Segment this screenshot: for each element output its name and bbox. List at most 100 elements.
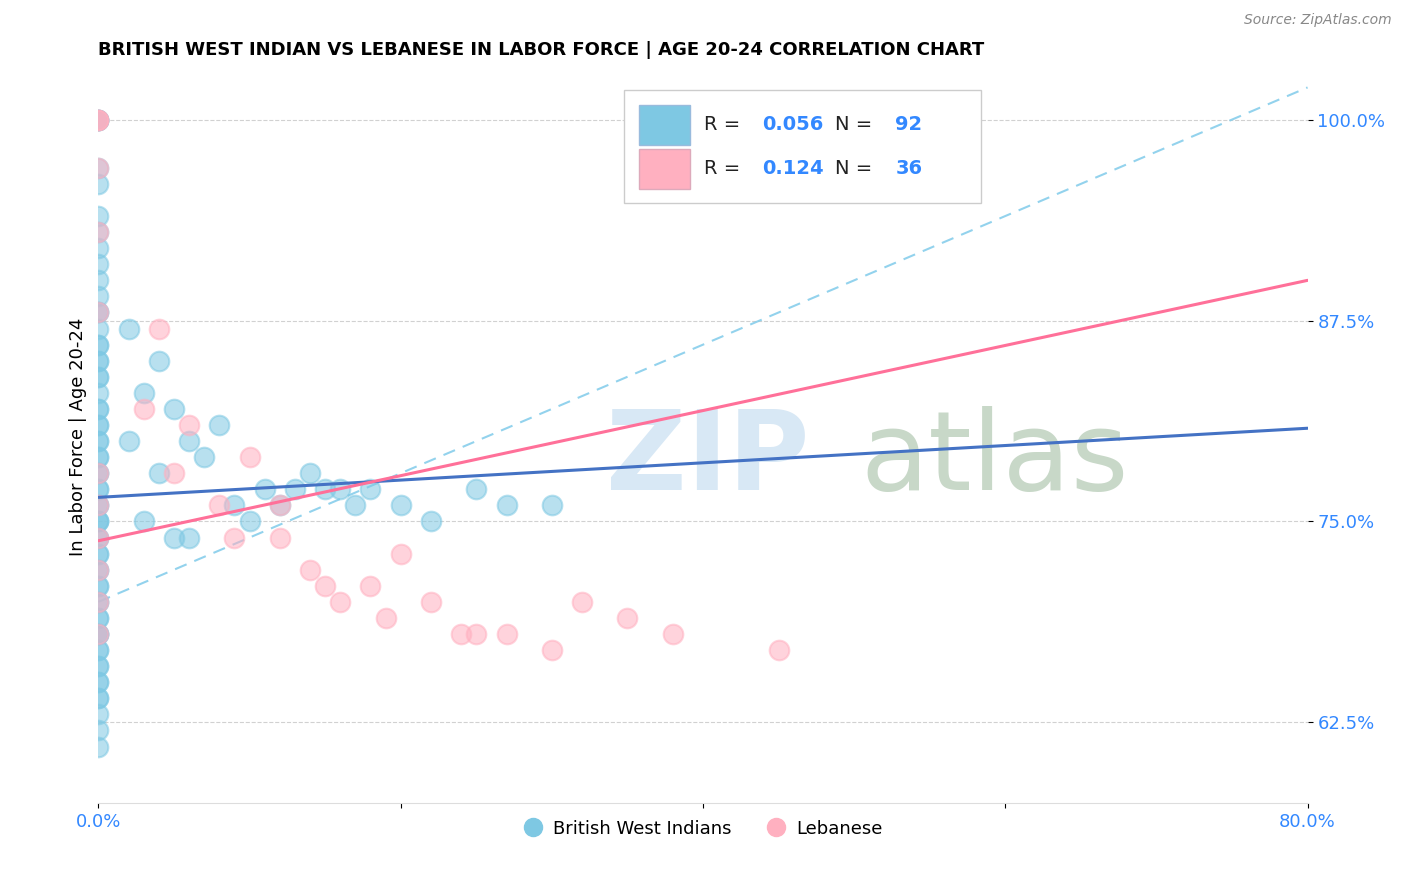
- Point: [87, 112, 110, 127]
- Point: [208, 499, 231, 513]
- Point: [87, 305, 110, 319]
- Text: 92: 92: [896, 115, 922, 135]
- Point: [179, 531, 201, 545]
- Point: [87, 225, 110, 239]
- Point: [768, 643, 790, 657]
- Point: [540, 643, 562, 657]
- Point: [87, 611, 110, 625]
- Point: [87, 531, 110, 545]
- Point: [87, 643, 110, 657]
- Point: [87, 305, 110, 319]
- Point: [87, 579, 110, 593]
- Point: [87, 467, 110, 481]
- Point: [87, 467, 110, 481]
- Point: [540, 499, 562, 513]
- Point: [87, 659, 110, 673]
- Point: [420, 515, 443, 529]
- Y-axis label: In Labor Force | Age 20-24: In Labor Force | Age 20-24: [69, 318, 87, 557]
- Point: [87, 547, 110, 561]
- Point: [344, 499, 367, 513]
- Point: [87, 659, 110, 673]
- Point: [299, 467, 322, 481]
- Point: [148, 467, 170, 481]
- Point: [87, 289, 110, 303]
- Point: [87, 450, 110, 465]
- Point: [87, 723, 110, 738]
- Point: [269, 499, 291, 513]
- Point: [87, 643, 110, 657]
- Point: [224, 499, 246, 513]
- Text: ZIP: ZIP: [606, 406, 810, 513]
- Text: 36: 36: [896, 159, 922, 178]
- Point: [87, 353, 110, 368]
- Point: [253, 483, 276, 497]
- Point: [329, 483, 352, 497]
- Point: [179, 417, 201, 432]
- Point: [269, 531, 291, 545]
- Point: [314, 579, 336, 593]
- Point: [87, 337, 110, 351]
- Point: [87, 385, 110, 400]
- Point: [224, 531, 246, 545]
- Point: [87, 515, 110, 529]
- Point: [284, 483, 307, 497]
- Point: [87, 499, 110, 513]
- Point: [87, 675, 110, 690]
- Point: [571, 595, 593, 609]
- Point: [465, 627, 488, 641]
- Point: [87, 595, 110, 609]
- Point: [87, 595, 110, 609]
- Text: 0.056: 0.056: [762, 115, 824, 135]
- Point: [389, 499, 412, 513]
- Point: [193, 450, 215, 465]
- Point: [87, 499, 110, 513]
- FancyBboxPatch shape: [624, 90, 981, 203]
- Point: [132, 515, 155, 529]
- Point: [87, 499, 110, 513]
- Point: [87, 627, 110, 641]
- Point: [465, 483, 488, 497]
- Point: [163, 401, 186, 416]
- Point: [87, 369, 110, 384]
- Point: [163, 467, 186, 481]
- Point: [329, 595, 352, 609]
- Point: [87, 563, 110, 577]
- Point: [87, 450, 110, 465]
- Point: [87, 627, 110, 641]
- Point: [87, 112, 110, 127]
- Point: [132, 401, 155, 416]
- Point: [163, 531, 186, 545]
- Point: [360, 579, 382, 593]
- Point: [87, 563, 110, 577]
- Point: [389, 547, 412, 561]
- Point: [87, 209, 110, 223]
- Point: [239, 515, 262, 529]
- Point: [148, 353, 170, 368]
- Point: [87, 321, 110, 335]
- Point: [87, 531, 110, 545]
- Point: [87, 627, 110, 641]
- Point: [299, 563, 322, 577]
- Point: [87, 627, 110, 641]
- Point: [87, 161, 110, 175]
- Legend: British West Indians, Lebanese: British West Indians, Lebanese: [516, 813, 890, 845]
- Point: [118, 434, 141, 449]
- Point: [87, 112, 110, 127]
- Point: [87, 337, 110, 351]
- Point: [87, 401, 110, 416]
- Point: [87, 595, 110, 609]
- Text: R =: R =: [704, 159, 747, 178]
- Point: [314, 483, 336, 497]
- Point: [87, 691, 110, 706]
- Point: [374, 611, 396, 625]
- Point: [87, 579, 110, 593]
- Point: [87, 257, 110, 271]
- Point: [87, 547, 110, 561]
- Text: R =: R =: [704, 115, 747, 135]
- Point: [87, 707, 110, 722]
- Point: [87, 483, 110, 497]
- Point: [87, 483, 110, 497]
- Point: [495, 499, 517, 513]
- Point: [87, 112, 110, 127]
- Point: [661, 627, 683, 641]
